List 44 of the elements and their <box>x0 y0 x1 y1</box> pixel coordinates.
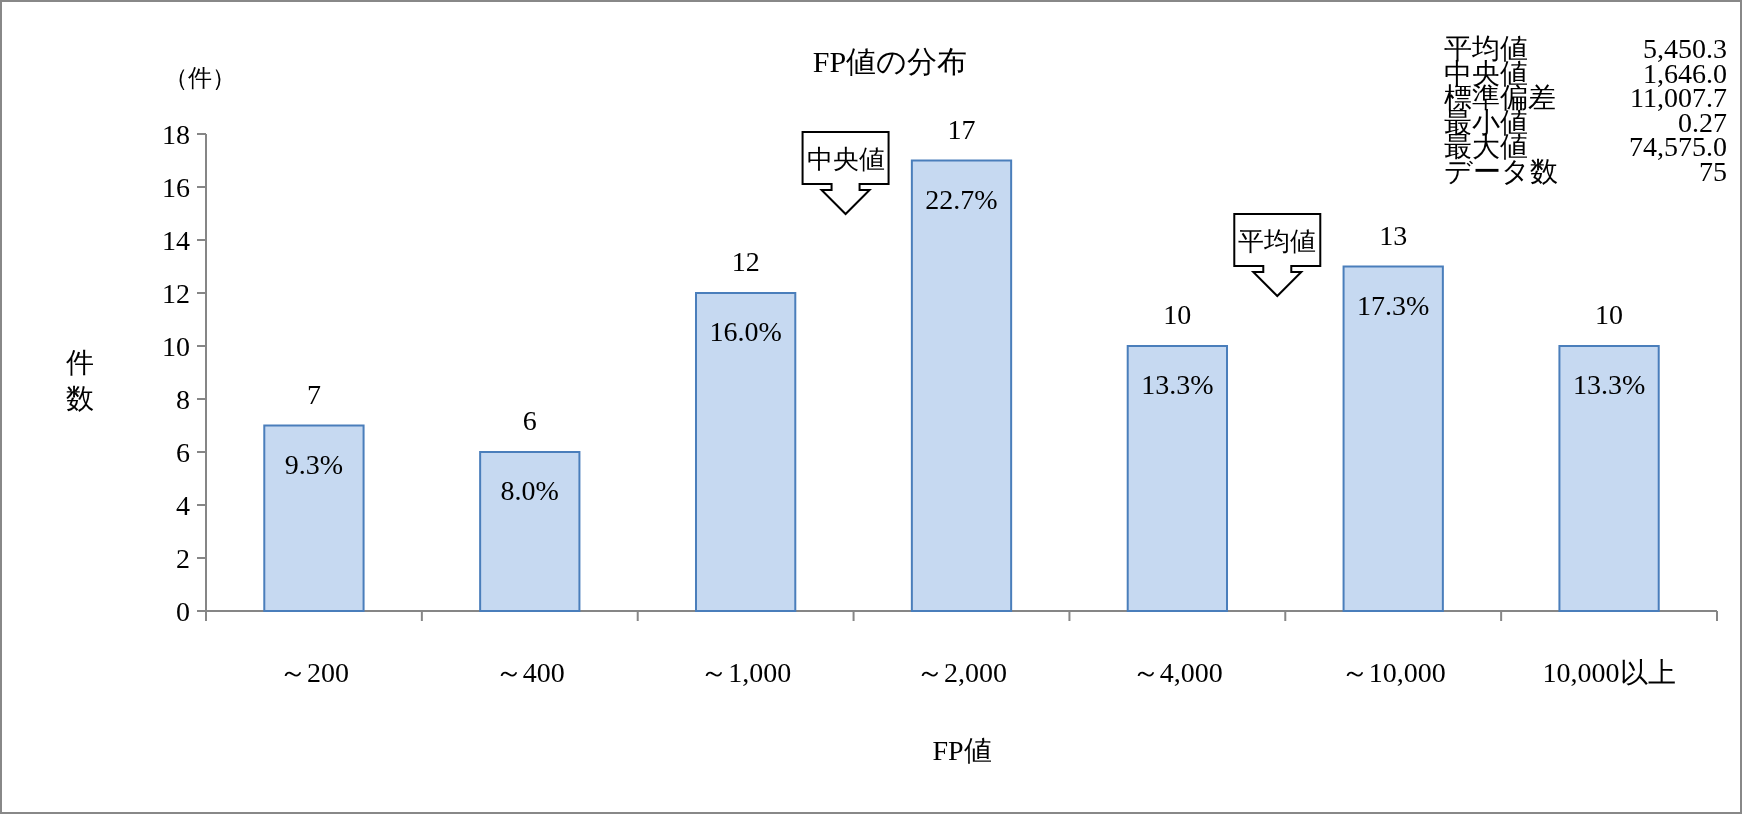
bar <box>263 424 365 612</box>
annotation: 中央値 <box>806 145 885 174</box>
chart-title: FP値の分布 <box>812 45 968 78</box>
x-tick-label: ～4,000 <box>1131 657 1223 688</box>
x-tick-label: ～400 <box>494 657 565 688</box>
y-tick-label: 18 <box>162 119 190 150</box>
annotation: 16.0% <box>709 316 782 347</box>
y-tick-label: 12 <box>162 278 190 309</box>
x-tick-label: ～1,000 <box>700 657 792 688</box>
data-label: 10 <box>1163 299 1192 330</box>
y-tick-label: 4 <box>176 490 190 521</box>
y-axis-title: 件数 <box>66 347 94 414</box>
x-tick-label: ～200 <box>278 657 349 688</box>
bar <box>910 159 1013 612</box>
data-label: 6 <box>522 405 537 436</box>
bar <box>479 451 581 612</box>
x-axis-title: FP値 <box>932 735 992 766</box>
data-label: 13 <box>1379 219 1408 251</box>
data-label: 10 <box>1595 299 1624 330</box>
annotation: 平均値 <box>1238 227 1317 256</box>
y-tick-label: 16 <box>162 172 190 203</box>
y-tick-label: 6 <box>176 437 190 468</box>
x-tick-label: ～10,000 <box>1340 657 1446 688</box>
annotation: 13.3% <box>1141 369 1214 400</box>
annotation: 13.3% <box>1572 369 1646 400</box>
bar <box>1558 345 1660 612</box>
bar <box>1126 345 1228 612</box>
y-tick-label: 14 <box>162 225 190 256</box>
data-label: 12 <box>731 246 760 277</box>
y-tick-label: 0 <box>176 596 190 627</box>
annotation: 9.3% <box>284 448 344 480</box>
data-label: 17 <box>947 113 976 145</box>
text: （件） <box>164 65 236 91</box>
x-tick-label: ～2,000 <box>916 657 1007 688</box>
annotation: 8.0% <box>500 475 559 506</box>
annotation: 22.7% <box>925 183 998 215</box>
annotation: 17.3% <box>1357 289 1430 321</box>
y-tick-label: 8 <box>176 384 190 415</box>
y-tick-label: 10 <box>162 331 190 362</box>
bar <box>695 292 797 612</box>
x-tick-label: 10,000以上 <box>1542 657 1676 688</box>
data-label: 7 <box>306 378 321 410</box>
y-tick-label: 2 <box>176 543 190 574</box>
bar <box>1342 265 1444 612</box>
